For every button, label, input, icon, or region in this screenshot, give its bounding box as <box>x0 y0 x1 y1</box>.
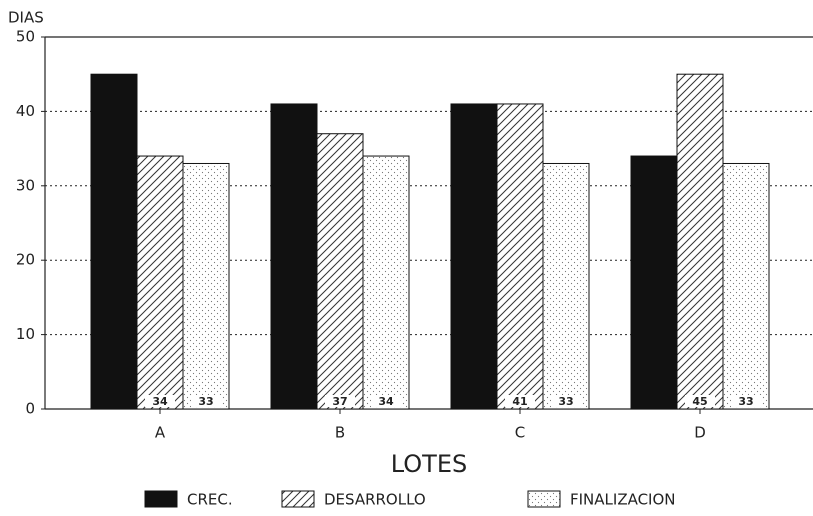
bar <box>450 103 498 410</box>
value-label-bg <box>191 395 221 407</box>
legend-label: DESARROLLO <box>324 491 426 509</box>
y-tick-label: 40 <box>16 102 35 120</box>
y-axis-label: DIAS <box>8 9 44 27</box>
value-label-bg <box>325 395 355 407</box>
y-tick-label: 10 <box>16 325 35 343</box>
y-tick-label: 0 <box>25 400 35 418</box>
legend-label: FINALIZACION <box>570 491 676 509</box>
y-tick-label: 50 <box>16 28 35 46</box>
value-label: 34 <box>378 395 394 408</box>
legend-swatch <box>281 490 315 508</box>
legend-label: CREC. <box>187 491 233 509</box>
legend-swatch <box>527 490 561 508</box>
bar <box>722 162 770 410</box>
value-label-bg <box>685 395 715 407</box>
legend-swatch <box>144 490 178 508</box>
value-label: 33 <box>198 395 213 408</box>
bar <box>136 155 184 410</box>
value-label: 37 <box>332 395 347 408</box>
x-tick-label: B <box>335 424 345 442</box>
bar <box>542 162 590 410</box>
value-label-bg <box>505 395 535 407</box>
bar <box>362 155 410 410</box>
value-label-bg <box>145 395 175 407</box>
value-label-bg <box>551 395 581 407</box>
bar <box>182 162 230 410</box>
value-label-bg <box>731 395 761 407</box>
bar <box>676 73 724 410</box>
y-tick-label: 20 <box>16 251 35 269</box>
bar <box>630 155 678 410</box>
value-label: 41 <box>512 395 527 408</box>
bar <box>496 103 544 410</box>
x-tick-label: D <box>694 424 706 442</box>
value-label: 45 <box>692 395 707 408</box>
bar <box>90 73 138 410</box>
bar <box>316 133 364 410</box>
x-axis-label: LOTES <box>391 450 467 478</box>
y-tick-label: 30 <box>16 176 35 194</box>
bar <box>270 103 318 410</box>
value-label: 34 <box>152 395 168 408</box>
x-tick-label: A <box>155 424 166 442</box>
value-label: 33 <box>738 395 753 408</box>
value-label-bg <box>371 395 401 407</box>
x-tick-label: C <box>515 424 525 442</box>
value-label: 33 <box>558 395 573 408</box>
